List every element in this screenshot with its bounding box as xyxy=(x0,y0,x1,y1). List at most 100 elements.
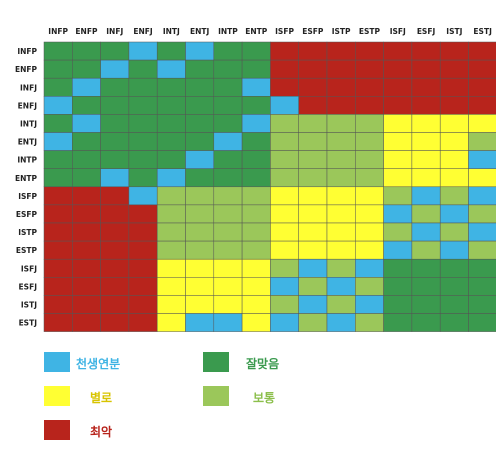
cell-enfj-entp xyxy=(241,96,271,115)
cell-istj-estj xyxy=(468,295,496,314)
cell-istp-esfp xyxy=(298,222,328,242)
row-label-infj: INFJ xyxy=(20,83,37,92)
cell-infj-esfp xyxy=(298,77,328,97)
cell-intp-infp xyxy=(43,150,73,169)
cell-enfj-infj xyxy=(100,96,130,115)
row-label-estp: ESTP xyxy=(16,246,38,255)
cell-isfj-intj xyxy=(156,258,186,278)
cell-estp-istj xyxy=(439,240,469,260)
cell-isfp-intp xyxy=(213,186,243,206)
cell-enfp-esfp xyxy=(298,59,328,79)
cell-estj-entp xyxy=(241,313,271,332)
cell-infj-istj xyxy=(439,77,469,97)
cell-entj-entp xyxy=(241,132,271,151)
cell-istp-istj xyxy=(439,222,469,242)
cell-infp-isfp xyxy=(270,41,299,61)
cell-enfj-istj xyxy=(439,96,469,115)
cell-isfj-intp xyxy=(213,258,243,278)
column-label-enfp: ENFP xyxy=(75,27,98,36)
cell-isfp-entp xyxy=(241,186,271,206)
cell-infj-enfp xyxy=(72,77,101,97)
cell-entp-infp xyxy=(43,168,73,188)
cell-enfp-istp xyxy=(326,59,356,79)
cell-isfp-istp xyxy=(326,186,356,206)
cell-isfp-infj xyxy=(100,186,130,206)
cell-estp-isfj xyxy=(383,240,413,260)
cell-intp-isfp xyxy=(270,150,299,169)
column-label-estp: ESTP xyxy=(359,27,381,36)
cell-isfp-isfj xyxy=(383,186,413,206)
cell-intj-istj xyxy=(439,114,469,133)
cell-infj-infj xyxy=(100,77,130,97)
cell-entj-entj xyxy=(185,132,215,151)
cell-estp-enfj xyxy=(128,240,158,260)
cell-infp-enfj xyxy=(128,41,158,61)
cell-estj-istp xyxy=(326,313,356,332)
cell-istj-infp xyxy=(43,295,73,314)
column-label-enfj: ENFJ xyxy=(133,27,153,36)
cell-esfj-intj xyxy=(156,277,186,296)
row-label-entj: ENTJ xyxy=(18,138,38,147)
cell-enfj-isfj xyxy=(383,96,413,115)
cell-infp-estj xyxy=(468,41,496,61)
cell-esfj-enfj xyxy=(128,277,158,296)
cell-entj-intj xyxy=(156,132,186,151)
cell-istp-istp xyxy=(326,222,356,242)
legend-swatch-good-match xyxy=(203,352,229,372)
cell-enfj-esfj xyxy=(411,96,441,115)
row-labels: INFP ENFP INFJ ENFJ INTJ ENTJ INTP ENTP ISFP ESFP… xyxy=(15,47,38,327)
cell-infj-infp xyxy=(43,77,73,97)
cell-istj-esfj xyxy=(411,295,441,314)
cell-estj-esfj xyxy=(411,313,441,332)
cell-estp-istp xyxy=(326,240,356,260)
cell-estj-estj xyxy=(468,313,496,332)
cell-enfj-estp xyxy=(355,96,384,115)
cell-entj-enfj xyxy=(128,132,158,151)
cell-estj-enfj xyxy=(128,313,158,332)
cell-enfj-intj xyxy=(156,96,186,115)
cell-isfj-isfp xyxy=(270,258,299,278)
cell-intj-infj xyxy=(100,114,130,133)
cell-intp-entj xyxy=(185,150,215,169)
legend-label-average: 보통 xyxy=(253,391,276,405)
cell-enfp-infp xyxy=(43,59,73,79)
column-label-esfp: ESFP xyxy=(302,27,324,36)
cell-istp-estp xyxy=(355,222,384,242)
cell-entp-estp xyxy=(355,168,384,188)
cell-intj-intj xyxy=(156,114,186,133)
cell-estj-infj xyxy=(100,313,130,332)
cell-istp-isfj xyxy=(383,222,413,242)
cell-infp-isfj xyxy=(383,41,413,61)
cell-entj-istp xyxy=(326,132,356,151)
cell-intj-enfp xyxy=(72,114,101,133)
cell-esfj-enfp xyxy=(72,277,101,296)
cell-infp-intp xyxy=(213,41,243,61)
cell-intp-istj xyxy=(439,150,469,169)
row-label-istj: ISTJ xyxy=(21,300,37,309)
column-label-isfj: ISFJ xyxy=(390,27,406,36)
row-label-infp: INFP xyxy=(17,47,37,56)
cell-infp-esfj xyxy=(411,41,441,61)
cell-istp-intj xyxy=(156,222,186,242)
column-label-esfj: ESFJ xyxy=(417,27,436,36)
cell-infj-entp xyxy=(241,77,271,97)
cell-isfj-enfp xyxy=(72,258,101,278)
cell-esfj-isfp xyxy=(270,277,299,296)
cell-istp-enfj xyxy=(128,222,158,242)
cell-infj-entj xyxy=(185,77,215,97)
cell-istp-isfp xyxy=(270,222,299,242)
cell-entp-esfp xyxy=(298,168,328,188)
cell-estp-entj xyxy=(185,240,215,260)
cell-infp-entj xyxy=(185,41,215,61)
cell-isfp-esfj xyxy=(411,186,441,206)
cell-enfj-intp xyxy=(213,96,243,115)
cell-istj-isfj xyxy=(383,295,413,314)
cell-infj-istp xyxy=(326,77,356,97)
cell-enfp-enfj xyxy=(128,59,158,79)
legend-swatch-soulmate xyxy=(44,352,70,372)
cell-estp-infp xyxy=(43,240,73,260)
cell-esfp-infj xyxy=(100,204,130,224)
cell-intp-entp xyxy=(241,150,271,169)
cell-isfp-istj xyxy=(439,186,469,206)
cell-entj-enfp xyxy=(72,132,101,151)
